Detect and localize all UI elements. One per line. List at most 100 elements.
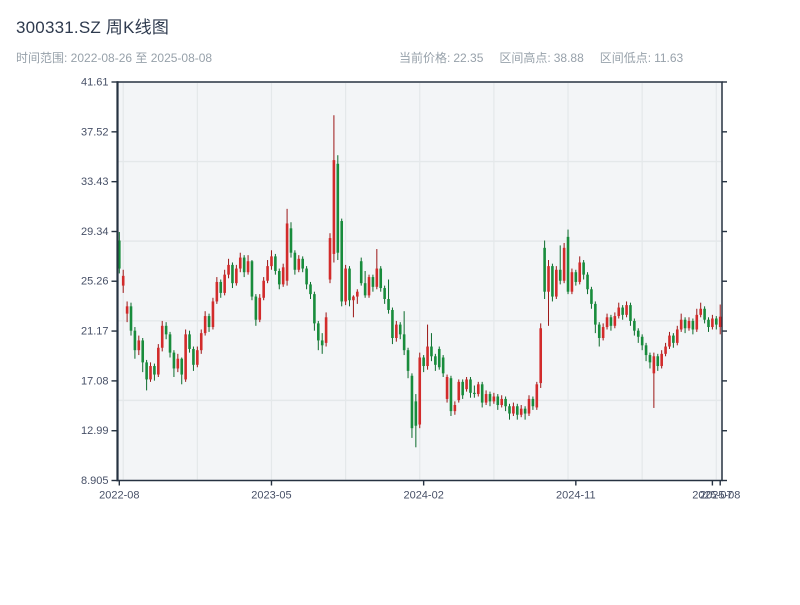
candle-body (434, 356, 437, 365)
current-price-label: 当前价格: (399, 51, 451, 65)
candle-body (699, 308, 702, 315)
range-low-value: 11.63 (654, 51, 684, 65)
range-high-value: 38.88 (553, 51, 584, 65)
candle-body (636, 330, 640, 337)
candle-body (238, 257, 242, 269)
current-price-stat: 当前价格: 22.35 (396, 49, 483, 66)
candle-body (469, 379, 472, 393)
candle-body (683, 319, 687, 329)
range-high-label: 区间高点: (499, 51, 551, 65)
candle-body (320, 340, 324, 346)
candle-body (203, 316, 207, 334)
candle-body (391, 309, 394, 339)
candle-body (410, 375, 414, 429)
candle-body (250, 261, 254, 297)
candle-body (644, 345, 648, 356)
candle-body (687, 320, 691, 329)
candle-body (211, 301, 215, 328)
candle-body (406, 350, 410, 371)
candle-body (246, 261, 250, 273)
candle-body (196, 350, 199, 365)
candle-body (535, 384, 539, 408)
candle-body (242, 257, 246, 273)
candle-body (476, 384, 480, 395)
candle-body (504, 398, 507, 407)
candle-body (691, 320, 695, 330)
price-stats: 当前价格: 22.35 区间高点: 38.88 区间低点: 11.63 (396, 49, 683, 66)
candle-body (383, 288, 386, 300)
x-tick-label: 2025-08 (700, 490, 740, 502)
candle-body (640, 336, 644, 346)
candle-body (668, 335, 671, 347)
y-tick-label: 29.34 (81, 226, 109, 238)
candle-body (309, 284, 312, 295)
candle-body (519, 408, 523, 415)
candle-body (289, 228, 293, 253)
candle-body (153, 366, 156, 375)
candle-body (453, 405, 457, 412)
y-tick-label: 25.26 (81, 276, 109, 288)
candle-body (551, 266, 554, 297)
candle-body (574, 272, 578, 282)
candle-body (582, 262, 585, 275)
candle-body (266, 266, 269, 281)
candle-body (652, 356, 656, 374)
candle-body (629, 305, 632, 321)
candle-body (231, 264, 234, 284)
candle-body (531, 398, 535, 407)
candle-body (371, 277, 375, 287)
candle-body (219, 281, 223, 293)
candle-body (398, 324, 402, 335)
candle-body (188, 334, 191, 349)
candle-body (375, 268, 379, 287)
y-tick-label: 17.08 (81, 375, 109, 387)
current-price-value: 22.35 (453, 51, 484, 65)
candle-body (192, 348, 195, 365)
candle-body (527, 398, 531, 414)
candle-body (359, 261, 363, 284)
candle-body (352, 296, 355, 301)
candle-body (176, 358, 180, 369)
candle-body (215, 281, 219, 302)
candle-body (675, 329, 679, 343)
candle-body (570, 272, 574, 292)
page-title: 300331.SZ 周K线图 (16, 18, 170, 37)
candle-body (461, 381, 464, 396)
candle-body (168, 334, 172, 353)
candle-body (297, 258, 301, 270)
candle-body (149, 366, 152, 380)
candle-body (484, 394, 488, 403)
candle-body (648, 355, 652, 363)
candle-body (594, 303, 597, 325)
candle-body (547, 266, 550, 292)
candle-body (679, 319, 683, 330)
candle-body (316, 323, 320, 341)
candle-body (277, 270, 281, 285)
candle-body (133, 330, 137, 351)
date-range-label: 时间范围: 2022-08-26 至 2025-08-08 (16, 51, 213, 65)
candle-body (430, 346, 433, 357)
candle-body (336, 163, 340, 253)
candle-body (621, 307, 624, 315)
candle-body (274, 256, 277, 271)
candle-body (363, 283, 367, 296)
candle-body (718, 316, 722, 328)
candle-body (625, 305, 628, 315)
candle-body (539, 328, 543, 384)
candle-body (714, 318, 718, 325)
candle-body (664, 346, 667, 354)
y-tick-label: 21.17 (81, 326, 109, 338)
candle-body (656, 356, 660, 367)
candle-body (145, 362, 148, 380)
candle-body (543, 247, 546, 292)
candle-body (707, 319, 710, 328)
candle-body (379, 268, 383, 289)
candle-body (558, 269, 562, 281)
candle-body (512, 406, 515, 414)
candle-body (258, 297, 262, 320)
candle-body (254, 296, 258, 320)
range-low-label: 区间低点: (599, 51, 652, 65)
candle-body (223, 274, 226, 293)
